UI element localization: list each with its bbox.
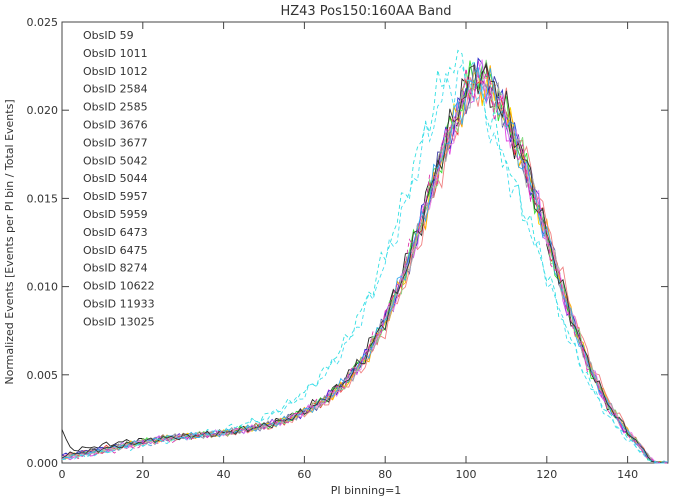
x-tick-label: 80 [378, 468, 392, 481]
legend-label: ObsID 5957 [83, 190, 148, 203]
y-tick-label: 0.015 [27, 192, 59, 205]
legend-label: ObsID 1012 [83, 65, 148, 78]
x-tick-label: 0 [59, 468, 66, 481]
y-tick-label: 0.020 [27, 104, 59, 117]
series-line [61, 68, 668, 464]
legend-label: ObsID 5042 [83, 154, 148, 167]
x-tick-label: 100 [456, 468, 477, 481]
series-line [61, 59, 669, 464]
legend-label: ObsID 8274 [83, 262, 148, 275]
axis-ticks: 0 20 40 60 80 100 120 140 0.000 0.005 0.010 0.015 0.… [27, 16, 668, 481]
chart-title: HZ43 Pos150:160AA Band [280, 4, 451, 19]
legend-label: ObsID 2584 [83, 83, 148, 96]
legend: ObsID 59 ObsID 1011 ObsID 1012 ObsID 2584 Ob… [83, 29, 155, 328]
x-tick-label: 60 [297, 468, 311, 481]
legend-label: ObsID 3677 [83, 136, 148, 149]
legend-label: ObsID 6475 [83, 244, 148, 257]
x-tick-label: 140 [617, 468, 638, 481]
plot-frame [61, 21, 669, 464]
legend-label: ObsID 3676 [83, 119, 148, 132]
y-tick-label: 0.010 [27, 281, 59, 294]
y-axis-label: Normalized Events [Events per PI bin / T… [3, 99, 16, 384]
y-tick-label: 0.005 [27, 369, 59, 382]
x-tick-label: 20 [136, 468, 150, 481]
legend-label: ObsID 10622 [83, 280, 155, 293]
series-line [61, 67, 669, 464]
x-axis-label: PI binning=1 [331, 484, 402, 497]
x-tick-label: 40 [217, 468, 231, 481]
legend-label: ObsID 1011 [83, 47, 148, 60]
legend-label: ObsID 11933 [83, 298, 155, 311]
series-line [61, 62, 668, 464]
y-tick-label: 0.000 [27, 457, 59, 470]
legend-label: ObsID 2585 [83, 101, 148, 114]
legend-label: ObsID 13025 [83, 315, 155, 328]
legend-label: ObsID 59 [83, 29, 134, 42]
legend-label: ObsID 5044 [83, 172, 148, 185]
x-tick-label: 120 [536, 468, 557, 481]
series-lines [61, 49, 669, 464]
legend-label: ObsID 6473 [83, 226, 148, 239]
legend-label: ObsID 5959 [83, 208, 148, 221]
y-tick-label: 0.025 [27, 16, 59, 29]
